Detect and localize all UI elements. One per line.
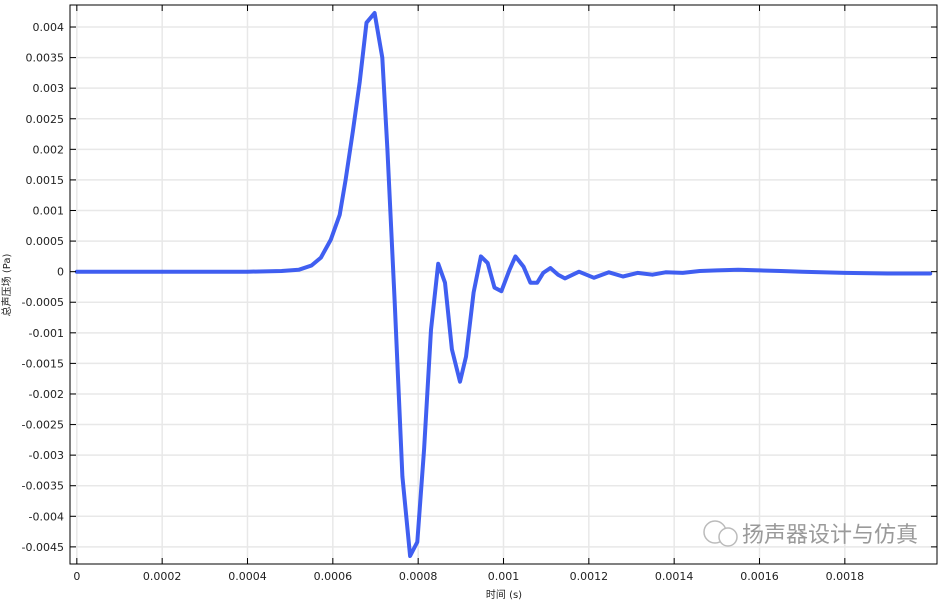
x-tick-label: 0.0012: [570, 570, 609, 583]
y-axis-label: 总声压场 (Pa): [0, 254, 13, 317]
y-tick-label: -0.001: [29, 327, 64, 340]
y-tick-label: 0.001: [33, 204, 65, 217]
watermark-text: 扬声器设计与仿真: [742, 523, 918, 548]
x-tick-label: 0.001: [488, 570, 520, 583]
x-tick-label: 0.0002: [143, 570, 182, 583]
x-axis-label: 时间 (s): [486, 588, 522, 601]
y-tick-label: -0.002: [29, 388, 64, 401]
series-line: [74, 11, 933, 558]
x-tick-label: 0.0014: [655, 570, 694, 583]
y-tick-label: -0.003: [29, 449, 64, 462]
x-tick-label: 0.0006: [314, 570, 353, 583]
y-tick-label: 0: [57, 266, 64, 279]
y-tick-label: 0.003: [33, 82, 65, 95]
y-tick-label: 0.004: [33, 21, 65, 34]
series-layer: [74, 11, 933, 558]
y-tick-label: -0.0015: [22, 357, 64, 370]
y-tick-label: -0.0005: [22, 296, 64, 309]
y-tick-label: -0.0035: [22, 480, 64, 493]
watermark: 扬声器设计与仿真: [703, 520, 918, 548]
y-tick-label: -0.0025: [22, 419, 64, 432]
y-tick-label: 0.0015: [26, 174, 65, 187]
x-tick-label: 0.0008: [399, 570, 438, 583]
y-tick-label: 0.0035: [26, 52, 65, 65]
wechat-icon-bubble: [718, 527, 738, 547]
x-tick-label: 0.0004: [228, 570, 267, 583]
y-tick-label: 0.0025: [26, 113, 65, 126]
y-tick-label: 0.0005: [26, 235, 65, 248]
y-axis-ticks: 0.004 0.0035 0.003 0.0025 0.002 0.0015 0.001 0.…: [22, 21, 937, 554]
y-tick-label: -0.0045: [22, 541, 64, 554]
x-tick-label: 0: [73, 570, 80, 583]
x-axis-ticks: 0 0.0002 0.0004 0.0006 0.0008 0.001 0.0012 0.00…: [73, 5, 864, 583]
grid: [70, 5, 937, 564]
x-tick-label: 0.0016: [740, 570, 779, 583]
x-tick-label: 0.0018: [826, 570, 865, 583]
y-tick-label: 0.002: [33, 143, 65, 156]
y-tick-label: -0.004: [29, 510, 64, 523]
